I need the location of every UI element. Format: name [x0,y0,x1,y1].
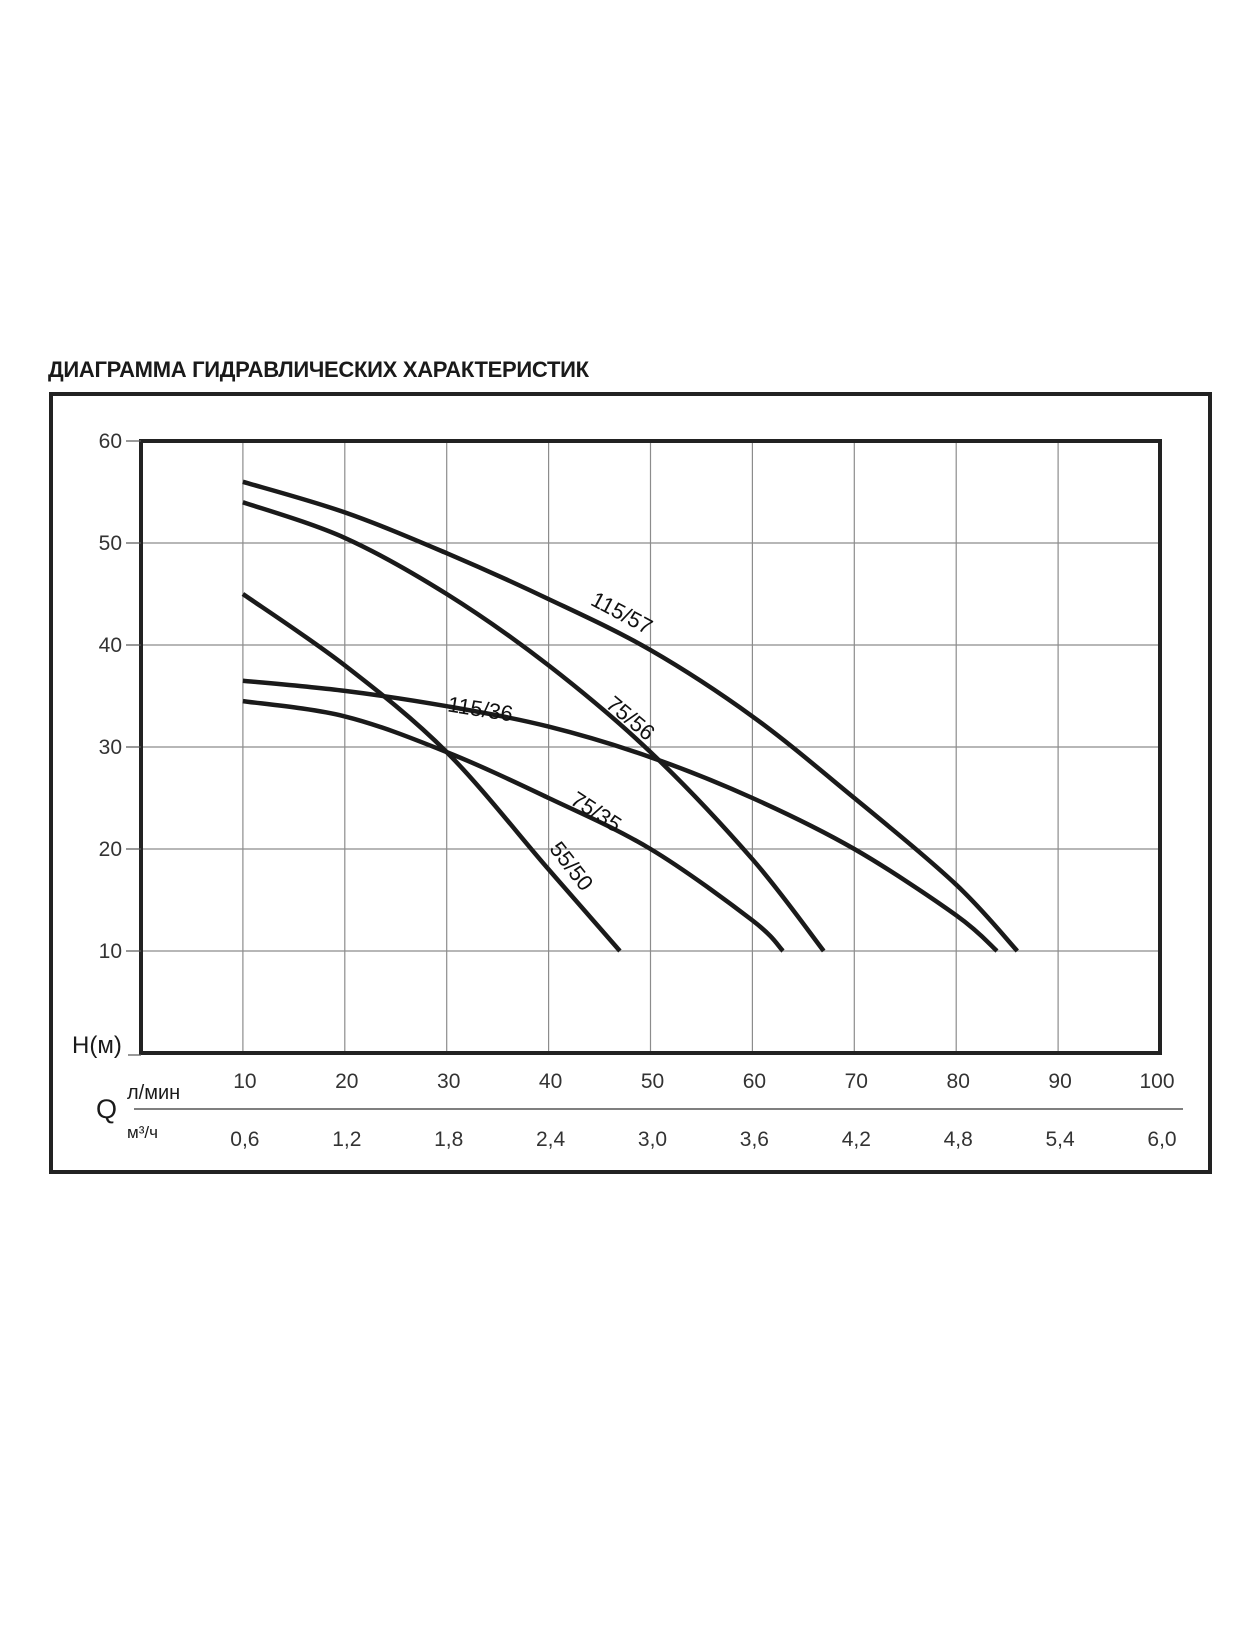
y-tick-label: 20 [99,838,122,861]
x-tick-label-secondary: 4,2 [842,1128,871,1151]
x-tick-label-secondary: 3,6 [740,1128,769,1151]
x-unit-primary: л/мин [127,1082,180,1104]
x-tick-label-secondary: 6,0 [1147,1128,1176,1151]
curve-75-56 [242,500,826,953]
curve-75-35 [242,698,785,953]
curve-label: 115/36 [446,692,515,727]
y-tick-label: 30 [99,736,122,759]
x-axis-label: Q [96,1094,117,1124]
y-axis-ticks: 60 50 40 30 20 10 [99,430,141,1056]
x-tick-label-primary: 50 [641,1070,664,1093]
y-tick-label: 50 [99,532,122,555]
x-tick-label-primary: 80 [947,1070,970,1093]
curve-55-50 [241,592,622,953]
x-tick-label-secondary: 5,4 [1045,1128,1075,1151]
x-tick-label-secondary: 0,6 [230,1128,259,1151]
curve-label: 55/50 [545,837,599,896]
x-tick-label-primary: 30 [437,1070,460,1093]
x-axis-ticks-primary: 10 20 30 40 50 60 70 80 90 100 [233,1070,1174,1093]
x-tick-label-primary: 100 [1139,1070,1174,1093]
curve-115-57 [242,479,1019,953]
curve-label: 115/57 [587,587,657,640]
x-tick-label-secondary: 1,2 [332,1128,361,1151]
x-tick-label-primary: 40 [539,1070,562,1093]
y-tick-label: 40 [99,634,122,657]
x-tick-label-primary: 10 [233,1070,256,1093]
x-unit-secondary: м³/ч [127,1123,158,1142]
x-tick-label-primary: 90 [1048,1070,1071,1093]
y-axis-label: H(м) [72,1032,122,1059]
page-title: ДИАГРАММА ГИДРАВЛИЧЕСКИХ ХАРАКТЕРИСТИК [48,357,589,382]
curve-label: 75/35 [566,786,626,837]
x-tick-label-secondary: 1,8 [434,1128,463,1151]
x-tick-label-secondary: 2,4 [536,1128,566,1151]
curves [241,479,1019,953]
chart-frame [49,392,1212,1174]
x-tick-label-primary: 60 [743,1070,766,1093]
x-tick-label-secondary: 3,0 [638,1128,667,1151]
x-axis-ticks-secondary: 0,6 1,2 1,8 2,4 3,0 3,6 4,2 4,8 5,4 6,0 [230,1128,1176,1151]
grid [141,441,1160,1053]
curve-115-36 [242,678,999,953]
y-tick-label: 60 [99,430,122,453]
y-tick-label: 10 [99,940,122,963]
x-tick-label-primary: 20 [335,1070,358,1093]
x-tick-label-primary: 70 [845,1070,868,1093]
x-tick-label-secondary: 4,8 [944,1128,973,1151]
